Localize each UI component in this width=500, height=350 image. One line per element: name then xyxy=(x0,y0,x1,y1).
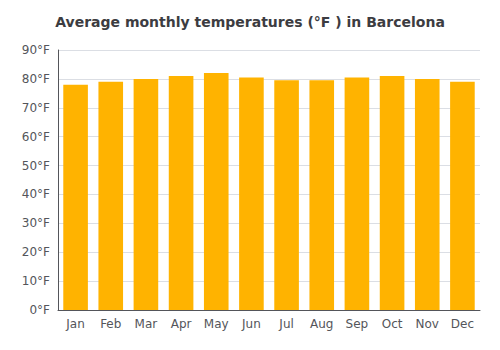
svg-text:Oct: Oct xyxy=(382,317,403,331)
svg-text:Nov: Nov xyxy=(416,317,439,331)
svg-text:Feb: Feb xyxy=(100,317,121,331)
svg-text:20°F: 20°F xyxy=(22,245,50,259)
svg-text:Dec: Dec xyxy=(451,317,474,331)
svg-text:Sep: Sep xyxy=(346,317,369,331)
svg-text:0°F: 0°F xyxy=(29,303,50,317)
svg-text:50°F: 50°F xyxy=(22,159,50,173)
svg-text:May: May xyxy=(204,317,229,331)
svg-text:80°F: 80°F xyxy=(22,72,50,86)
svg-text:90°F: 90°F xyxy=(22,43,50,57)
svg-text:Average monthly temperatures (: Average monthly temperatures (°F ) in Ba… xyxy=(55,14,445,30)
svg-text:60°F: 60°F xyxy=(22,130,50,144)
svg-text:Mar: Mar xyxy=(135,317,158,331)
svg-text:10°F: 10°F xyxy=(22,274,50,288)
svg-text:70°F: 70°F xyxy=(22,101,50,115)
svg-text:Aug: Aug xyxy=(310,317,333,331)
svg-text:30°F: 30°F xyxy=(22,216,50,230)
svg-text:Jul: Jul xyxy=(278,317,293,331)
svg-text:Jun: Jun xyxy=(241,317,261,331)
svg-text:40°F: 40°F xyxy=(22,187,50,201)
svg-text:Apr: Apr xyxy=(171,317,192,331)
svg-text:Jan: Jan xyxy=(65,317,85,331)
